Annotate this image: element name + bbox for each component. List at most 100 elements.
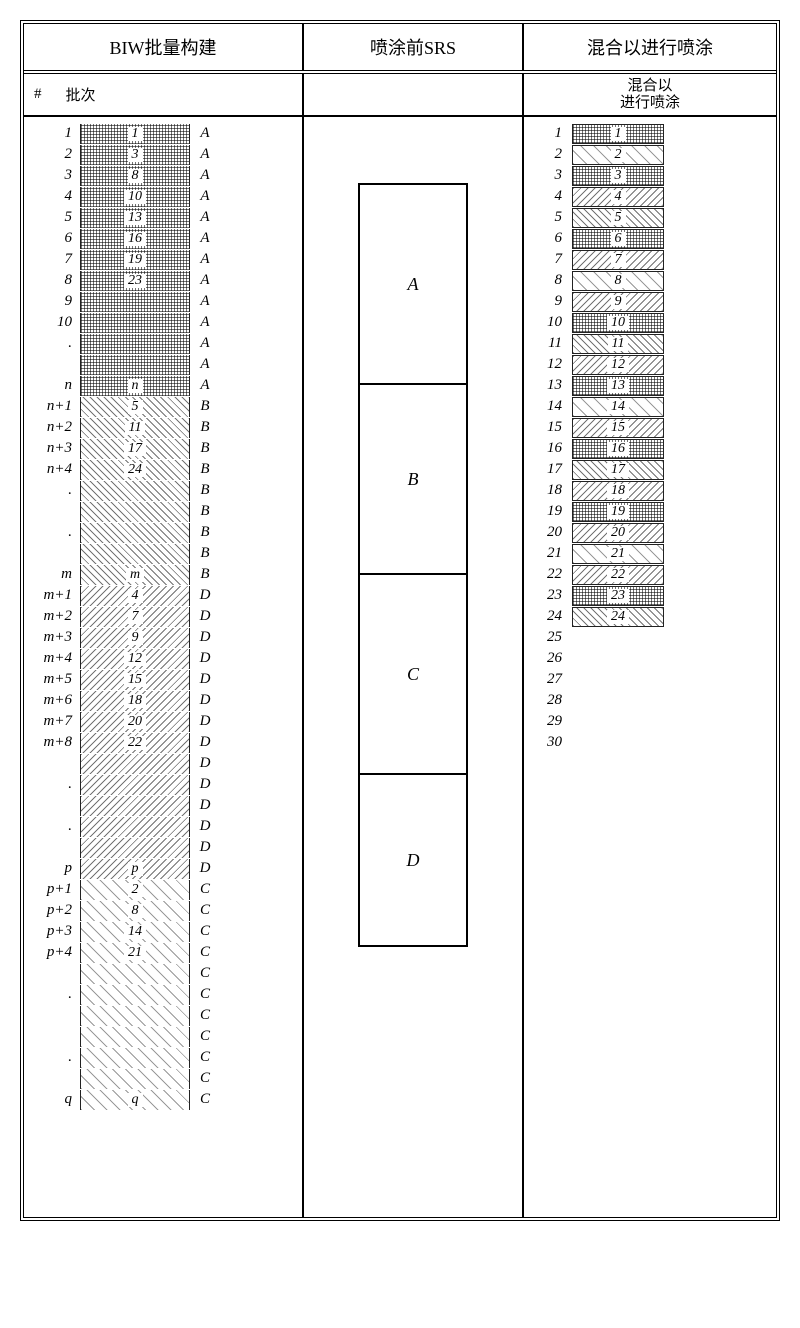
srs-block: C [360, 575, 466, 775]
biw-index: 1 [30, 125, 80, 142]
biw-cell: 18 [80, 691, 190, 711]
biw-index: p+1 [30, 881, 80, 898]
biw-row: C [30, 1026, 296, 1047]
biw-cell: 20 [80, 712, 190, 732]
mix-cell: 4 [572, 187, 664, 207]
biw-cell: 19 [80, 250, 190, 270]
biw-cell-value: 16 [124, 232, 146, 246]
biw-row: 9A [30, 291, 296, 312]
biw-index: p+2 [30, 902, 80, 919]
mix-cell-value: 23 [607, 589, 629, 603]
mix-row: 33 [530, 165, 770, 186]
biw-row: m+822D [30, 732, 296, 753]
batch-label: 批次 [66, 84, 96, 105]
biw-cell [80, 355, 190, 375]
biw-index: p [30, 860, 80, 877]
biw-row: p+421C [30, 942, 296, 963]
mix-row: 44 [530, 186, 770, 207]
biw-cell: 4 [80, 586, 190, 606]
biw-group-label: C [190, 1007, 220, 1024]
biw-cell [80, 985, 190, 1005]
biw-row: m+720D [30, 711, 296, 732]
biw-index: n+3 [30, 440, 80, 457]
mix-cell-value: 6 [611, 232, 626, 246]
biw-row: m+618D [30, 690, 296, 711]
biw-group-label: A [190, 125, 220, 142]
biw-cell-value: 4 [128, 589, 143, 603]
mix-row: 25 [530, 627, 770, 648]
biw-row: C [30, 1005, 296, 1026]
mix-row: 27 [530, 669, 770, 690]
mix-cell-value: 13 [607, 379, 629, 393]
mix-cell-value: 14 [607, 400, 629, 414]
mix-cell: 8 [572, 271, 664, 291]
biw-group-label: A [190, 188, 220, 205]
biw-cell [80, 334, 190, 354]
mix-row: 28 [530, 690, 770, 711]
mix-cell: 22 [572, 565, 664, 585]
srs-block: B [360, 385, 466, 575]
mix-cell: 16 [572, 439, 664, 459]
mix-cell-value: 16 [607, 442, 629, 456]
biw-row: .B [30, 480, 296, 501]
mix-row: 26 [530, 648, 770, 669]
biw-cell: 16 [80, 229, 190, 249]
biw-row: qqC [30, 1089, 296, 1110]
biw-cell: 3 [80, 145, 190, 165]
biw-index: 4 [30, 188, 80, 205]
mix-cell: 1 [572, 124, 664, 144]
subheader-col1: # 批次 [24, 74, 304, 115]
mix-row: 1212 [530, 354, 770, 375]
biw-row: 10A [30, 312, 296, 333]
biw-cell-value: 17 [124, 442, 146, 456]
mix-index: 8 [530, 272, 572, 289]
srs-stack: ABCD [358, 183, 468, 947]
biw-row: B [30, 543, 296, 564]
biw-index: 3 [30, 167, 80, 184]
biw-row: mmB [30, 564, 296, 585]
mix-index: 2 [530, 146, 572, 163]
mix-cell-value: 10 [607, 316, 629, 330]
mix-index: 25 [530, 629, 572, 646]
biw-row: D [30, 795, 296, 816]
mix-index: 1 [530, 125, 572, 142]
mix-cell: 15 [572, 418, 664, 438]
biw-group-label: A [190, 167, 220, 184]
biw-index: m [30, 566, 80, 583]
biw-cell-value: 18 [124, 694, 146, 708]
mix-cell-value: 20 [607, 526, 629, 540]
biw-row: .D [30, 774, 296, 795]
mix-cell-value: 21 [607, 547, 629, 561]
biw-cell: 14 [80, 922, 190, 942]
mix-row: 1616 [530, 438, 770, 459]
biw-cell: 15 [80, 670, 190, 690]
biw-group-label: D [190, 734, 220, 751]
biw-cell [80, 964, 190, 984]
mix-index: 11 [530, 335, 572, 352]
biw-cell [80, 481, 190, 501]
biw-row: C [30, 1068, 296, 1089]
biw-cell-value: 8 [128, 169, 143, 183]
biw-group-label: A [190, 209, 220, 226]
biw-cell: 13 [80, 208, 190, 228]
mix-cell: 21 [572, 544, 664, 564]
biw-index: m+6 [30, 692, 80, 709]
biw-group-label: B [190, 398, 220, 415]
biw-group-label: A [190, 230, 220, 247]
biw-cell-value: q [128, 1093, 143, 1107]
subheader-row: # 批次 混合以 进行喷涂 [24, 74, 776, 117]
biw-group-label: C [190, 944, 220, 961]
mix-index: 20 [530, 524, 572, 541]
biw-cell [80, 292, 190, 312]
biw-group-label: D [190, 860, 220, 877]
biw-row: .D [30, 816, 296, 837]
biw-row: 823A [30, 270, 296, 291]
biw-index: 8 [30, 272, 80, 289]
biw-cell-value: 3 [128, 148, 143, 162]
biw-group-label: B [190, 524, 220, 541]
mix-cell: 13 [572, 376, 664, 396]
biw-group-label: D [190, 755, 220, 772]
mix-index: 19 [530, 503, 572, 520]
biw-group-label: C [190, 986, 220, 1003]
subheader-col3: 混合以 进行喷涂 [524, 74, 776, 115]
